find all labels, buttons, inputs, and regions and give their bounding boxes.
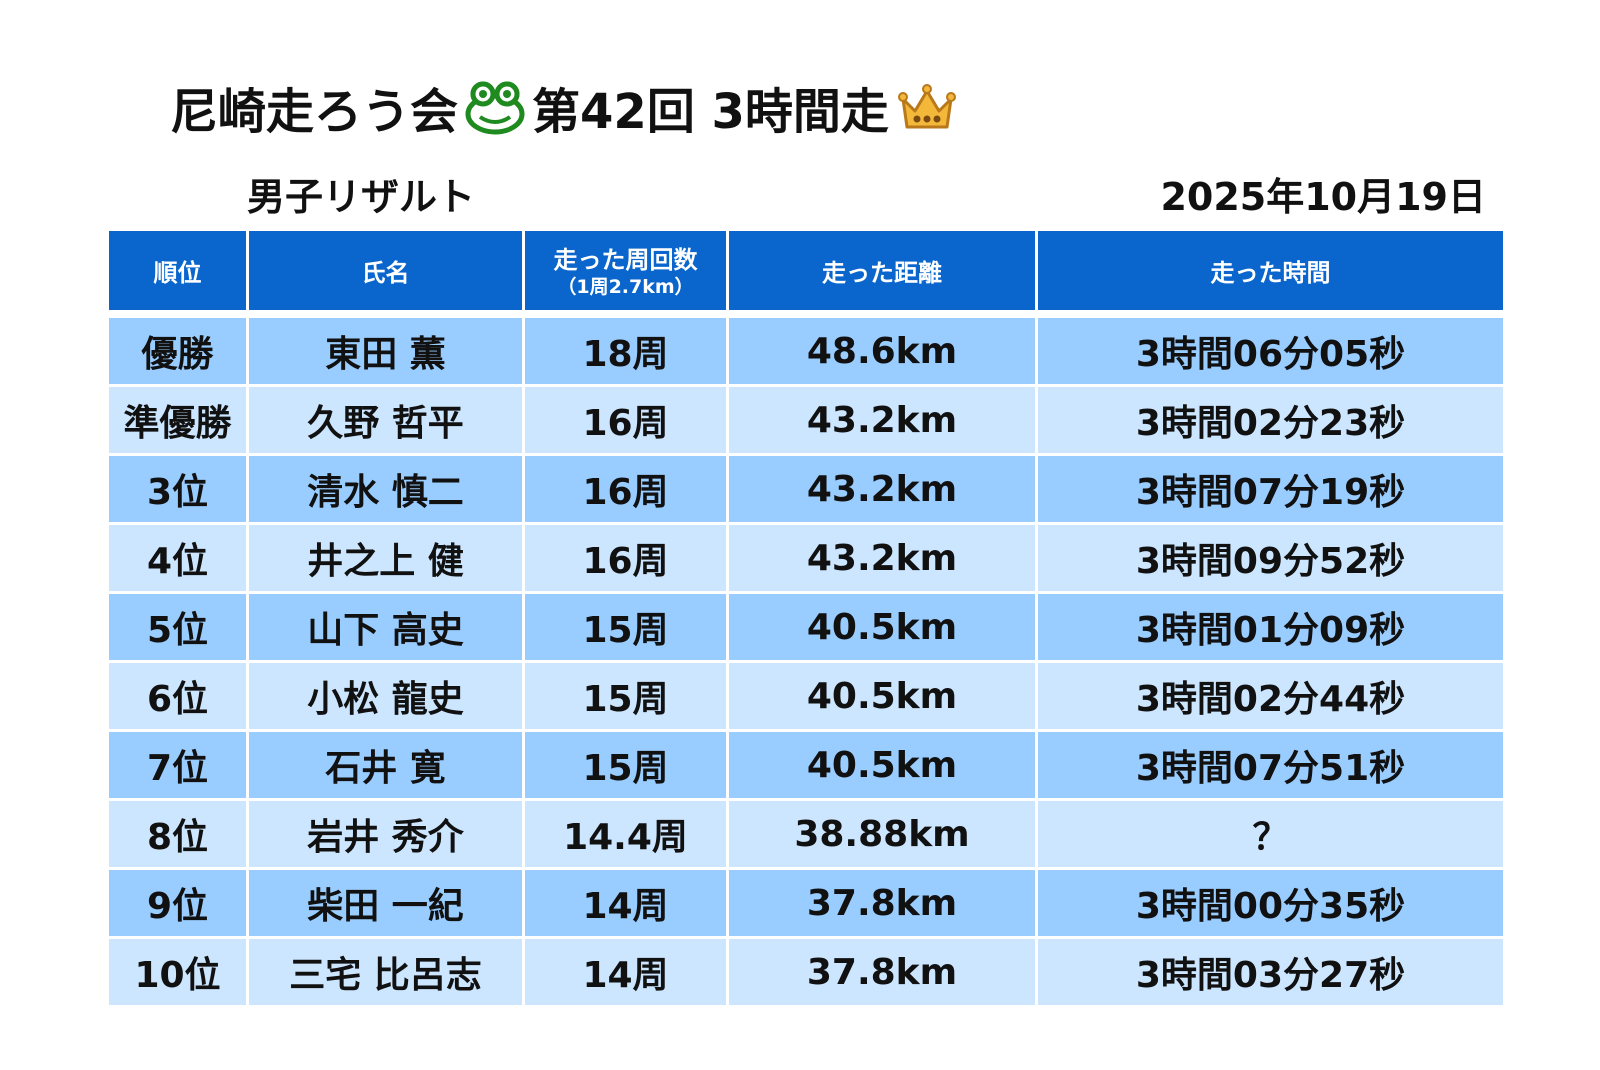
cell-time: 3時間03分27秒: [1038, 939, 1503, 1005]
results-subtitle: 男子リザルト: [247, 175, 476, 219]
cell-distance: 38.88km: [729, 801, 1035, 867]
table-header-row: 順位 氏名 走った周回数 （1周2.7km） 走った距離 走った時間: [109, 231, 1503, 310]
cell-laps: 18周: [525, 318, 726, 384]
cell-rank: 6位: [109, 663, 246, 729]
header-laps: 走った周回数 （1周2.7km）: [525, 231, 726, 310]
cell-laps: 16周: [525, 525, 726, 591]
cell-time: 3時間02分23秒: [1038, 387, 1503, 453]
cell-time: 3時間00分35秒: [1038, 870, 1503, 936]
cell-time: 3時間01分09秒: [1038, 594, 1503, 660]
cell-name: 井之上 健: [249, 525, 522, 591]
table-row: 8位 岩井 秀介 14.4周 38.88km ？: [109, 801, 1503, 867]
cell-rank: 9位: [109, 870, 246, 936]
table-row: 7位 石井 寛 15周 40.5km 3時間07分51秒: [109, 732, 1503, 798]
cell-distance: 37.8km: [729, 870, 1035, 936]
cell-laps: 16周: [525, 387, 726, 453]
header-name: 氏名: [249, 231, 522, 310]
table-row: 3位 清水 慎二 16周 43.2km 3時間07分19秒: [109, 456, 1503, 522]
cell-time: ？: [1038, 801, 1503, 867]
table-row: 優勝 東田 薫 18周 48.6km 3時間06分05秒: [109, 318, 1503, 384]
cell-name: 久野 哲平: [249, 387, 522, 453]
header-distance: 走った距離: [729, 231, 1035, 310]
cell-distance: 43.2km: [729, 525, 1035, 591]
cell-time: 3時間06分05秒: [1038, 318, 1503, 384]
cell-laps: 14周: [525, 870, 726, 936]
cell-laps: 15周: [525, 732, 726, 798]
cell-distance: 43.2km: [729, 456, 1035, 522]
cell-distance: 40.5km: [729, 732, 1035, 798]
cell-laps: 14.4周: [525, 801, 726, 867]
cell-name: 三宅 比呂志: [249, 939, 522, 1005]
header-rank: 順位: [109, 231, 246, 310]
cell-time: 3時間07分51秒: [1038, 732, 1503, 798]
cell-time: 3時間09分52秒: [1038, 525, 1503, 591]
cell-rank: 3位: [109, 456, 246, 522]
cell-laps: 14周: [525, 939, 726, 1005]
results-table: 順位 氏名 走った周回数 （1周2.7km） 走った距離 走った時間 優勝 東田…: [106, 228, 1506, 1008]
title-club-name: 尼崎走ろう会: [170, 84, 459, 140]
cell-laps: 15周: [525, 663, 726, 729]
table-row: 5位 山下 高史 15周 40.5km 3時間01分09秒: [109, 594, 1503, 660]
table-row: 9位 柴田 一紀 14周 37.8km 3時間00分35秒: [109, 870, 1503, 936]
cell-name: 東田 薫: [249, 318, 522, 384]
table-row: 4位 井之上 健 16周 43.2km 3時間09分52秒: [109, 525, 1503, 591]
table-row: 10位 三宅 比呂志 14周 37.8km 3時間03分27秒: [109, 939, 1503, 1005]
cell-name: 石井 寛: [249, 732, 522, 798]
cell-name: 山下 高史: [249, 594, 522, 660]
event-date: 2025年10月19日: [1160, 175, 1486, 219]
cell-name: 清水 慎二: [249, 456, 522, 522]
title-event-name: 第42回 3時間走: [532, 84, 889, 140]
cell-distance: 37.8km: [729, 939, 1035, 1005]
cell-rank: 7位: [109, 732, 246, 798]
cell-rank: 8位: [109, 801, 246, 867]
table-row: 準優勝 久野 哲平 16周 43.2km 3時間02分23秒: [109, 387, 1503, 453]
cell-rank: 4位: [109, 525, 246, 591]
header-laps-note: （1周2.7km）: [557, 275, 694, 298]
frog-icon: [464, 79, 526, 135]
page-title: 尼崎走ろう会 第42回 3時間走: [170, 72, 957, 142]
cell-time: 3時間07分19秒: [1038, 456, 1503, 522]
cell-laps: 16周: [525, 456, 726, 522]
cell-rank: 準優勝: [109, 387, 246, 453]
cell-rank: 優勝: [109, 318, 246, 384]
cell-distance: 43.2km: [729, 387, 1035, 453]
cell-rank: 10位: [109, 939, 246, 1005]
cell-time: 3時間02分44秒: [1038, 663, 1503, 729]
header-laps-label: 走った周回数: [553, 245, 698, 274]
cell-rank: 5位: [109, 594, 246, 660]
cell-distance: 40.5km: [729, 594, 1035, 660]
table-row: 6位 小松 龍史 15周 40.5km 3時間02分44秒: [109, 663, 1503, 729]
cell-name: 柴田 一紀: [249, 870, 522, 936]
cell-laps: 15周: [525, 594, 726, 660]
cell-distance: 40.5km: [729, 663, 1035, 729]
header-time: 走った時間: [1038, 231, 1503, 310]
cell-distance: 48.6km: [729, 318, 1035, 384]
cell-name: 小松 龍史: [249, 663, 522, 729]
crown-icon: [897, 81, 957, 133]
cell-name: 岩井 秀介: [249, 801, 522, 867]
